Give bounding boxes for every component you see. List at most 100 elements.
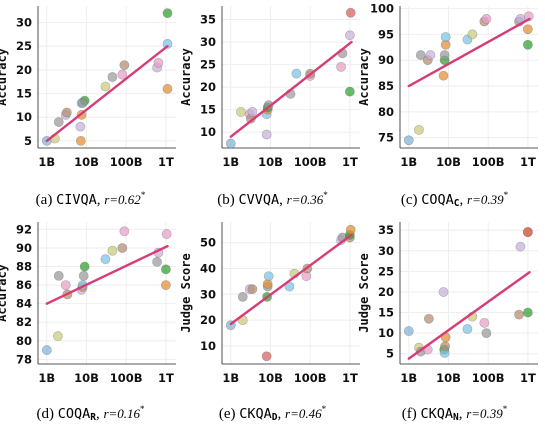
trend-line: [45, 244, 169, 305]
caption-name: COQA: [421, 192, 454, 208]
data-point: [462, 324, 473, 334]
panel-a: 5 10 15 20 25 30 1B 10B 100B 1T Accuracy: [0, 6, 176, 169]
x-tick-label: 10B: [258, 371, 283, 385]
trend-line: [407, 17, 531, 88]
data-point: [345, 7, 356, 18]
y-tick-label: 25: [378, 264, 394, 278]
x-tick-label: 100B: [110, 371, 143, 385]
trend-line: [229, 40, 353, 138]
y-tick-label: 90: [16, 241, 32, 255]
caption-star: *: [502, 404, 508, 414]
trend-line: [45, 45, 169, 143]
y-tick-label: 30: [200, 287, 216, 301]
x-tick-label: 10B: [436, 371, 461, 385]
y-tick-label: 100: [370, 2, 394, 16]
caption-star: *: [321, 404, 327, 414]
data-point: [162, 8, 173, 18]
data-point: [345, 224, 356, 235]
y-axis-label: Judge Score: [357, 253, 371, 332]
data-point: [479, 317, 490, 328]
data-point: [403, 326, 414, 336]
data-point: [153, 57, 164, 68]
data-point: [336, 61, 346, 72]
y-tick-label: 5: [386, 347, 394, 361]
x-tick-label: 1T: [342, 155, 358, 169]
data-point: [261, 129, 272, 140]
y-tick-label: 75: [378, 131, 394, 145]
x-tick-label: 1B: [400, 155, 417, 169]
y-axis-label: Judge Score: [179, 253, 193, 332]
caption-r: r=0.36: [286, 192, 324, 207]
data-point: [75, 135, 86, 146]
caption-panel-c: (c) COQAC, r=0.39*: [400, 190, 509, 209]
data-point: [60, 280, 71, 291]
y-tick-label: 15: [16, 87, 32, 101]
y-tick-label: 82: [16, 315, 32, 329]
caption-r: r=0.39: [466, 406, 503, 421]
y-tick-label: 40: [200, 261, 216, 275]
y-tick-label: 30: [378, 244, 394, 258]
caption-name: CVVQA: [238, 192, 280, 208]
y-tick-label: 5: [24, 134, 32, 148]
y-tick-label: 90: [378, 53, 394, 67]
trend-line: [407, 271, 531, 360]
caption-sub: C: [453, 198, 460, 209]
x-tick-label: 1B: [400, 371, 417, 385]
y-tick-label: 35: [200, 13, 216, 27]
x-tick-label: 10B: [74, 155, 99, 169]
x-tick-label: 100B: [472, 371, 505, 385]
data-point: [161, 229, 172, 239]
y-tick-label: 25: [200, 58, 216, 72]
y-axis-label: Accuracy: [357, 48, 371, 106]
y-axis-label: Accuracy: [0, 264, 9, 322]
data-point: [522, 39, 533, 50]
y-tick-label: 15: [200, 103, 216, 117]
caption-panel-f: (f) CKQAN, r=0.39*: [401, 404, 508, 423]
caption-r: r=0.46: [285, 406, 322, 421]
x-tick-label: 1T: [158, 155, 174, 169]
x-tick-label: 1B: [222, 155, 239, 169]
x-tick-label: 1T: [520, 155, 536, 169]
caption-name: COQA: [57, 406, 91, 422]
caption-r: r=0.39: [467, 192, 504, 207]
data-point: [237, 291, 248, 302]
panel-d: 78 80 82 84 86 88 90 92 1B 10B 100B 1T Accuracy: [0, 222, 176, 385]
data-point: [481, 14, 492, 24]
y-tick-label: 85: [378, 79, 394, 93]
caption-letter: (a): [35, 192, 53, 208]
caption-star: *: [503, 190, 509, 200]
data-point: [481, 328, 492, 339]
caption-sub: D: [271, 412, 278, 423]
y-tick-label: 10: [16, 110, 32, 124]
data-point: [107, 72, 118, 82]
data-point: [523, 11, 534, 22]
data-point: [438, 70, 449, 81]
data-point: [160, 280, 171, 291]
caption-r: r=0.16: [103, 406, 141, 421]
y-tick-label: 30: [16, 16, 32, 30]
y-tick-label: 10: [200, 339, 216, 353]
data-point: [119, 60, 130, 71]
panel-f: 5 10 15 20 25 30 35 1B 10B 100B 1T Judge Score: [357, 222, 538, 385]
data-point: [117, 243, 128, 253]
data-point: [522, 24, 533, 35]
data-point: [344, 30, 355, 41]
x-tick-label: 100B: [294, 155, 327, 169]
y-tick-label: 20: [200, 80, 216, 94]
y-tick-label: 95: [378, 27, 394, 41]
data-point: [78, 270, 89, 281]
data-point: [77, 98, 88, 108]
caption-letter: (d): [36, 406, 54, 422]
x-tick-label: 100B: [294, 371, 327, 385]
panel-e: 10 20 30 40 50 1B 10B 100B 1T Judge Score: [179, 222, 360, 385]
caption-star: *: [140, 190, 146, 200]
data-point: [414, 125, 424, 135]
y-tick-label: 84: [16, 297, 32, 311]
data-point: [247, 284, 258, 295]
y-tick-label: 35: [378, 223, 394, 237]
data-point: [514, 309, 524, 320]
data-point: [225, 138, 236, 149]
data-point: [440, 32, 451, 42]
